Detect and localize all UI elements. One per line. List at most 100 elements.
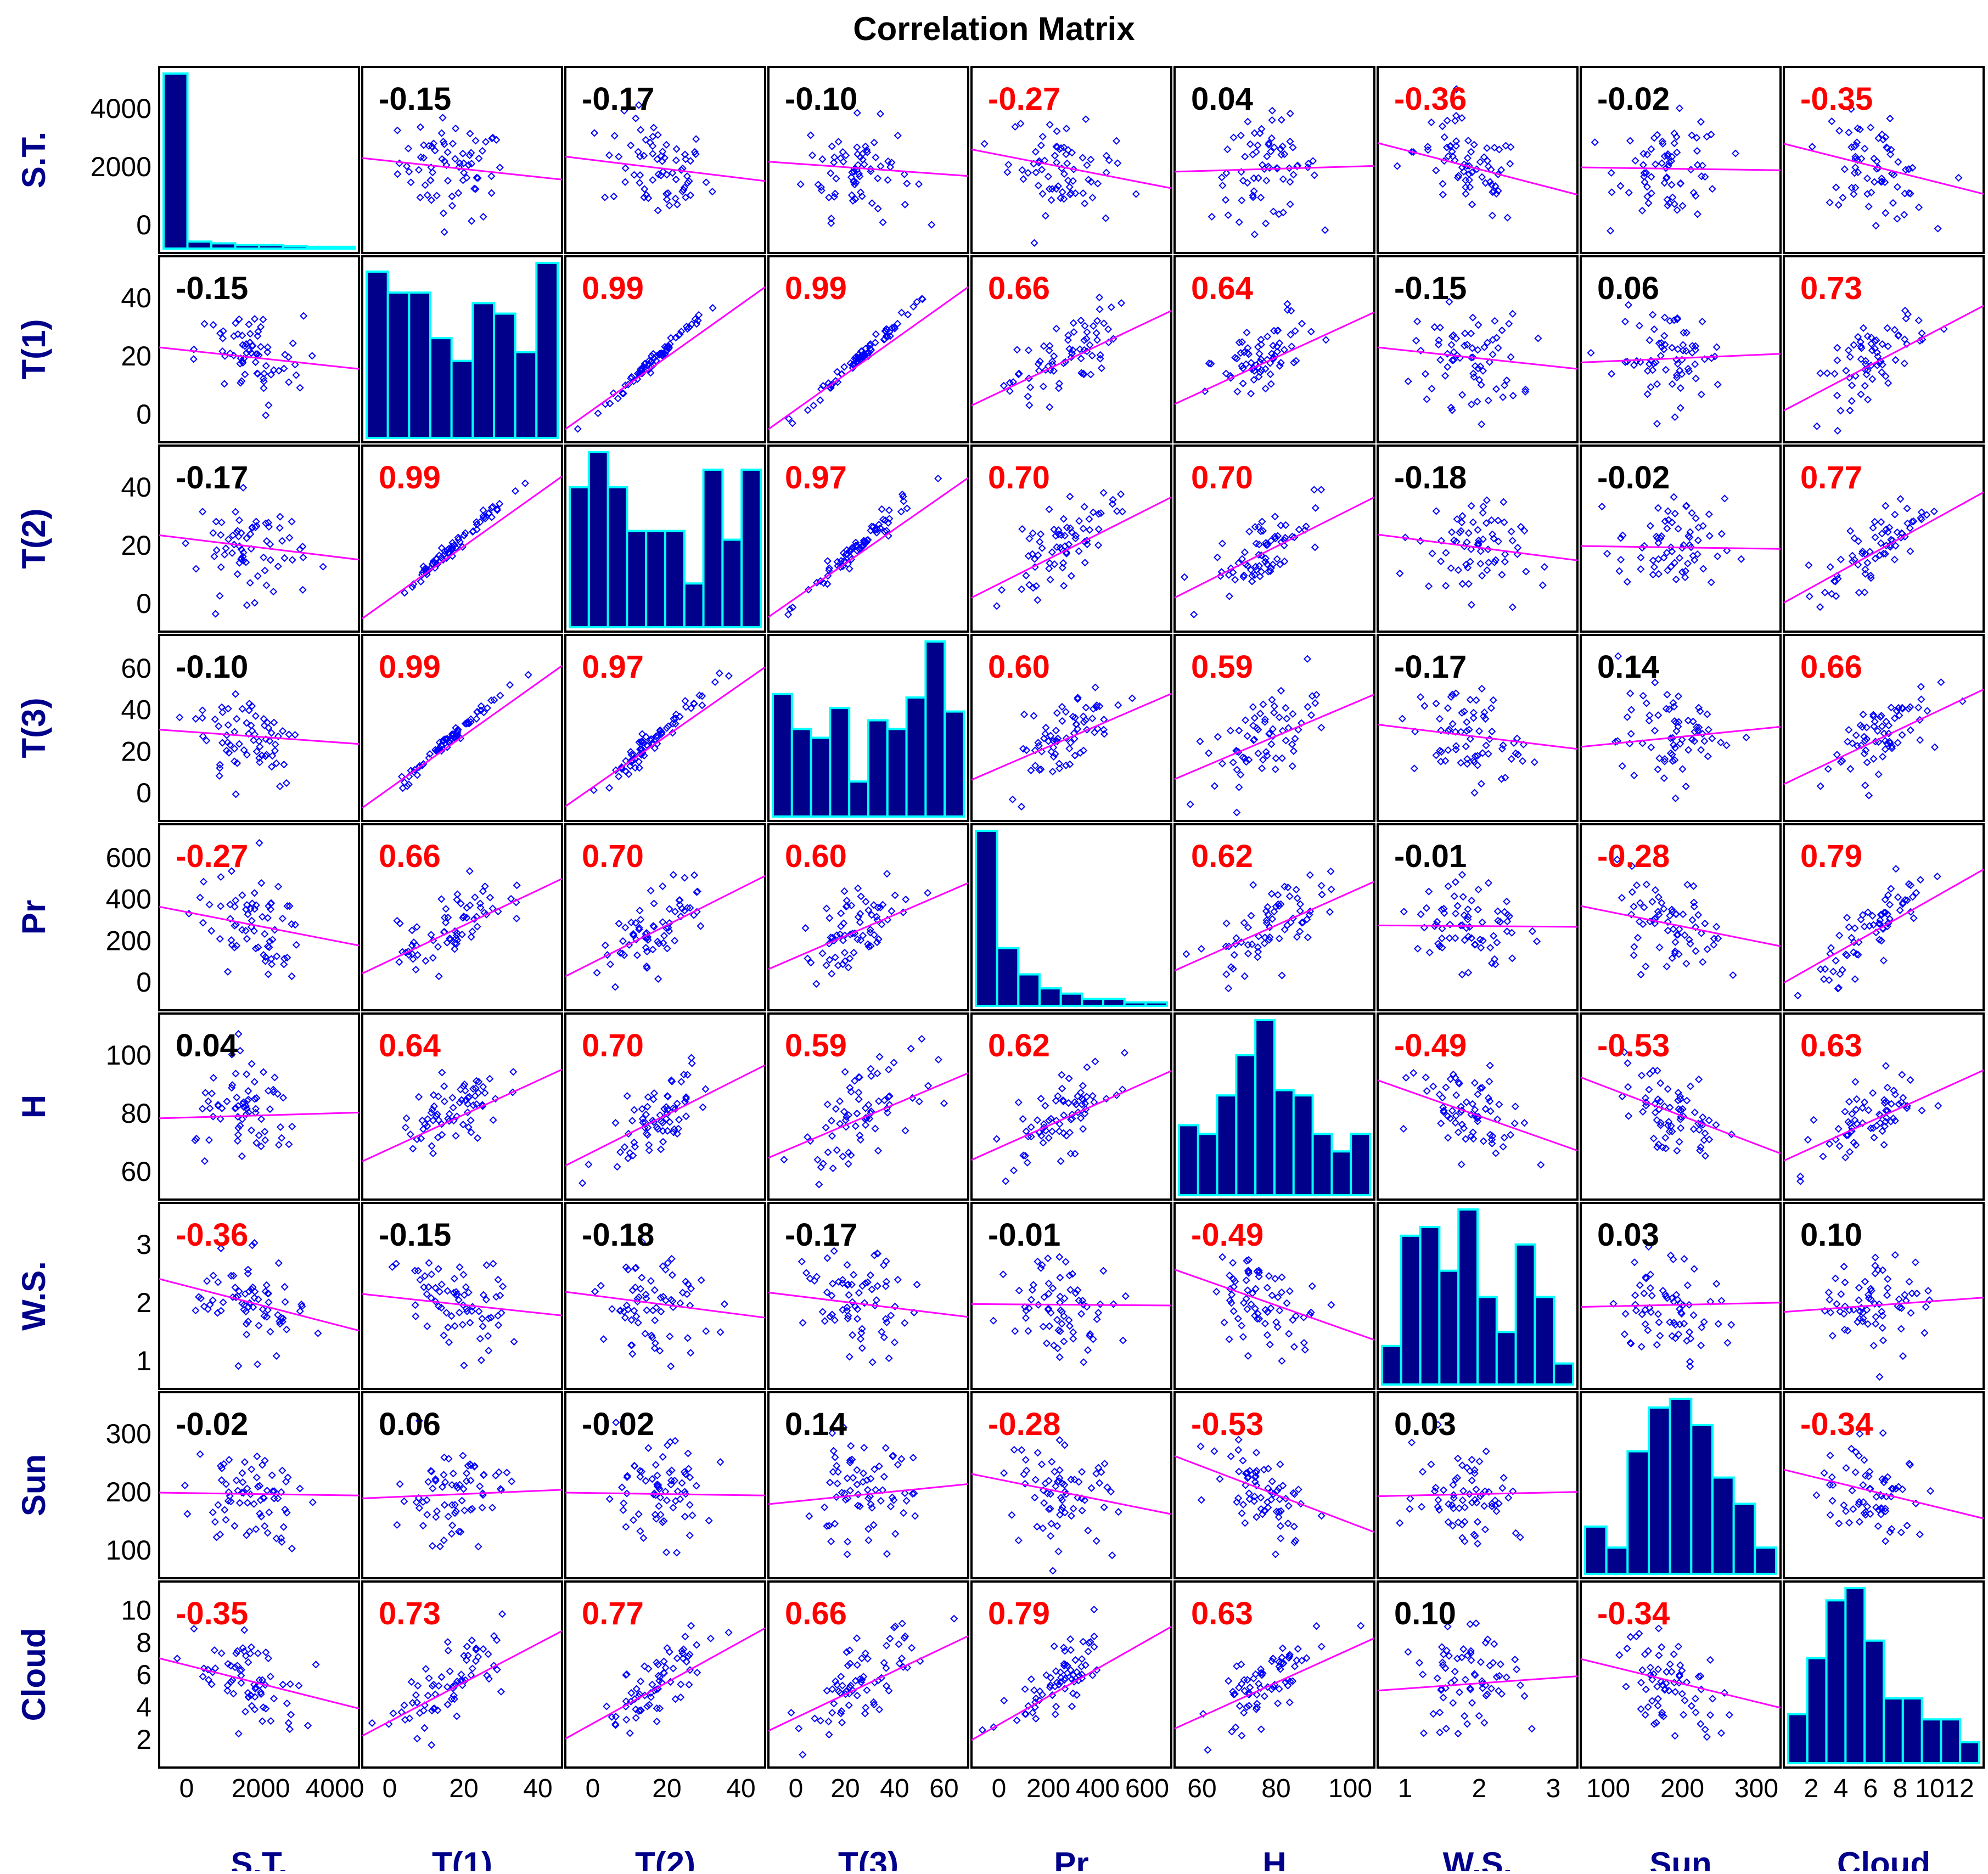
scatter-point bbox=[615, 153, 623, 161]
scatter-point bbox=[1530, 758, 1538, 767]
scatter-point bbox=[1513, 734, 1521, 742]
scatter-point bbox=[1104, 325, 1113, 333]
scatter-point bbox=[1614, 652, 1622, 660]
scatter-point bbox=[225, 749, 233, 757]
scatter-point bbox=[1289, 171, 1298, 179]
scatter-point bbox=[1250, 129, 1259, 137]
scatter-point bbox=[1077, 354, 1085, 363]
scatter-point bbox=[1432, 751, 1440, 759]
scatter-point bbox=[398, 784, 407, 792]
scatter-point bbox=[1092, 329, 1100, 337]
fit-line-3-2 bbox=[565, 666, 766, 807]
scatter-point bbox=[1447, 403, 1455, 412]
scatter-point bbox=[1508, 537, 1517, 545]
scatter-point bbox=[1311, 504, 1319, 512]
scatter-point bbox=[229, 351, 238, 359]
scatter-point bbox=[1835, 127, 1844, 135]
scatter-point bbox=[1248, 572, 1256, 580]
correlation-label-6-8: 0.10 bbox=[1800, 1217, 1862, 1253]
scatter-point bbox=[1671, 413, 1679, 421]
scatter-point bbox=[1675, 104, 1684, 112]
cell-frame-2-8 bbox=[1783, 444, 1985, 633]
scatter-point bbox=[874, 205, 882, 213]
scatter-point bbox=[1075, 547, 1083, 555]
scatter-point bbox=[1881, 745, 1889, 753]
scatter-point bbox=[243, 601, 251, 609]
scatter-point bbox=[627, 374, 635, 382]
scatter-point bbox=[267, 763, 276, 771]
scatter-point bbox=[416, 193, 424, 201]
scatter-point bbox=[1053, 127, 1061, 136]
scatter-point bbox=[450, 541, 458, 549]
scatter-point bbox=[473, 525, 481, 533]
scatter-point bbox=[1445, 725, 1453, 734]
scatter-point bbox=[1834, 201, 1843, 209]
scatter-point bbox=[232, 690, 240, 698]
correlation-label-2-5: 0.70 bbox=[1191, 460, 1253, 496]
scatter-point bbox=[1085, 176, 1093, 184]
scatter-point bbox=[1268, 696, 1276, 704]
scatter-point bbox=[199, 508, 207, 516]
scatter-point bbox=[1503, 376, 1511, 385]
scatter-point bbox=[469, 527, 478, 536]
scatter-point bbox=[1650, 563, 1658, 571]
fit-line-1-2 bbox=[565, 286, 766, 430]
scatter-point bbox=[1066, 190, 1074, 199]
scatter-point bbox=[626, 747, 635, 756]
cell-frame-0-0 bbox=[158, 66, 360, 254]
scatter-point bbox=[1483, 566, 1491, 575]
scatter-point bbox=[1805, 592, 1813, 600]
correlation-label-5-2: 0.70 bbox=[582, 1028, 644, 1063]
scatter-point bbox=[1269, 341, 1277, 350]
correlation-label-2-6: -0.18 bbox=[1394, 460, 1467, 496]
scatter-point bbox=[852, 358, 861, 367]
scatter-point bbox=[1322, 336, 1330, 344]
scatter-point bbox=[1064, 176, 1072, 184]
scatter-point bbox=[198, 706, 206, 714]
scatter-point bbox=[235, 516, 244, 525]
scatter-point bbox=[1435, 336, 1443, 345]
scatter-point bbox=[1850, 190, 1858, 198]
cell-frame-0-7 bbox=[1580, 66, 1782, 254]
scatter-point bbox=[1066, 492, 1074, 500]
scatter-point bbox=[1650, 134, 1658, 142]
scatter-point bbox=[230, 541, 238, 549]
scatter-point bbox=[1250, 376, 1258, 384]
scatter-point bbox=[1049, 737, 1058, 745]
scatter-point bbox=[1287, 330, 1295, 339]
scatter-point bbox=[1689, 189, 1698, 197]
scatter-point bbox=[992, 602, 1001, 610]
scatter-point bbox=[1436, 746, 1444, 755]
scatter-point bbox=[1256, 572, 1264, 581]
scatter-point bbox=[1691, 360, 1699, 368]
scatter-point bbox=[474, 174, 482, 182]
scatter-point bbox=[463, 173, 471, 182]
scatter-point bbox=[1475, 727, 1484, 735]
scatter-point bbox=[1489, 696, 1497, 704]
scatter-point bbox=[1917, 515, 1925, 524]
scatter-point bbox=[222, 746, 231, 755]
scatter-point bbox=[1271, 765, 1279, 773]
scatter-point bbox=[1117, 299, 1126, 307]
fit-line-1-7 bbox=[1580, 353, 1781, 363]
correlation-label-5-8: 0.63 bbox=[1800, 1028, 1862, 1063]
scatter-point bbox=[1607, 168, 1615, 177]
correlation-label-0-1: -0.15 bbox=[379, 81, 451, 117]
scatter-point bbox=[1268, 116, 1276, 124]
scatter-point bbox=[428, 142, 436, 150]
scatter-point bbox=[1276, 339, 1284, 347]
histogram-bar-T(2)-0 bbox=[569, 486, 590, 628]
scatter-point bbox=[255, 737, 263, 745]
scatter-point bbox=[199, 732, 207, 740]
scatter-point bbox=[1239, 573, 1248, 581]
scatter-point bbox=[1678, 370, 1686, 378]
scatter-point bbox=[1074, 695, 1082, 703]
scatter-point bbox=[833, 558, 841, 566]
scatter-point bbox=[1900, 211, 1908, 219]
scatter-point bbox=[1890, 325, 1899, 334]
scatter-point bbox=[242, 558, 250, 566]
scatter-point bbox=[1257, 355, 1265, 363]
correlation-label-5-0: 0.04 bbox=[176, 1028, 238, 1063]
scatter-point bbox=[440, 228, 448, 236]
scatter-point bbox=[1692, 514, 1700, 522]
